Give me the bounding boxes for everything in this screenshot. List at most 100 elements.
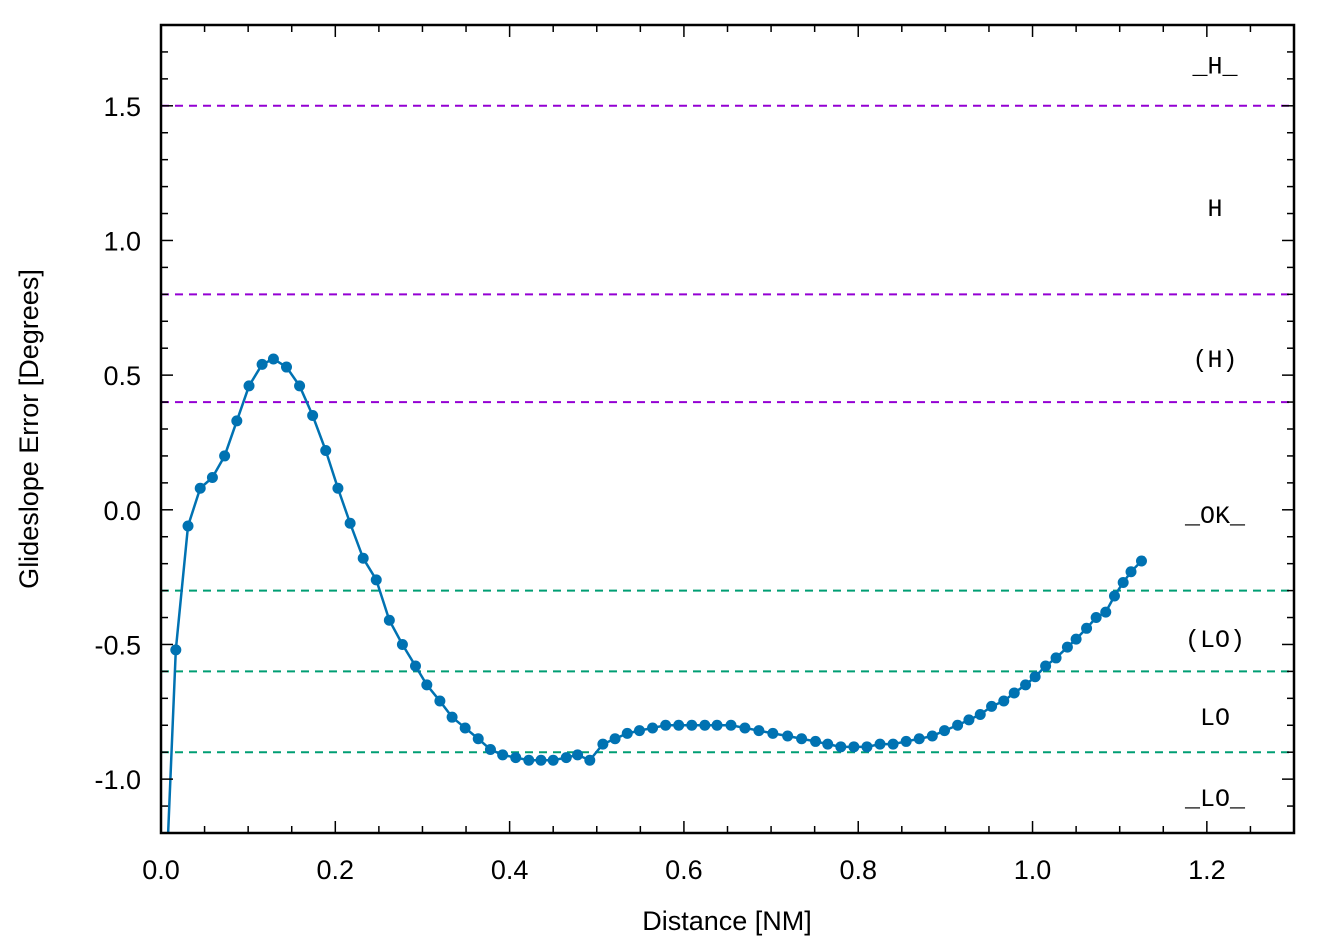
- data-point: [887, 738, 899, 750]
- data-point: [1070, 633, 1082, 645]
- data-point: [1008, 687, 1020, 699]
- y-tick-label: -0.5: [94, 630, 141, 660]
- data-point: [231, 415, 243, 427]
- data-point: [673, 719, 685, 731]
- zone-label: _H_: [1191, 52, 1238, 81]
- data-point: [1117, 577, 1129, 589]
- data-point: [434, 695, 446, 707]
- zone-label: _LO_: [1184, 785, 1246, 814]
- data-point: [294, 380, 306, 392]
- data-point: [900, 735, 912, 747]
- data-point: [939, 725, 951, 737]
- data-point: [1040, 660, 1052, 672]
- data-point: [1020, 679, 1032, 691]
- data-point: [267, 353, 279, 365]
- data-point: [1108, 590, 1120, 602]
- data-point: [370, 574, 382, 586]
- data-point: [686, 719, 698, 731]
- x-tick-label: 0.4: [491, 855, 529, 885]
- data-point: [963, 714, 975, 726]
- data-point: [810, 735, 822, 747]
- x-axis-label: Distance [NM]: [642, 906, 812, 936]
- y-tick-label: 1.5: [103, 92, 141, 122]
- data-point: [320, 445, 332, 457]
- data-point: [409, 660, 421, 672]
- data-point: [660, 719, 672, 731]
- data-point: [725, 719, 737, 731]
- data-point: [1081, 622, 1093, 634]
- zone-label: (LO): [1185, 626, 1245, 655]
- zone-label: _OK_: [1184, 502, 1246, 531]
- data-point: [446, 711, 458, 723]
- data-point: [472, 733, 484, 745]
- data-point: [1125, 566, 1137, 578]
- data-point: [307, 410, 319, 422]
- data-point: [459, 722, 471, 734]
- data-point: [383, 614, 395, 626]
- data-point: [647, 722, 659, 734]
- data-point: [484, 744, 496, 756]
- x-tick-label: 0.2: [317, 855, 355, 885]
- data-point: [560, 752, 572, 764]
- data-point: [547, 754, 559, 766]
- data-point: [344, 517, 356, 529]
- data-point: [243, 380, 255, 392]
- zone-label: H: [1207, 195, 1222, 224]
- data-point: [396, 638, 408, 650]
- data-point: [421, 679, 433, 691]
- data-point: [913, 733, 925, 745]
- data-point: [739, 722, 751, 734]
- data-point: [1135, 555, 1147, 567]
- data-point: [874, 738, 886, 750]
- y-tick-label: 0.5: [103, 361, 141, 391]
- data-point: [281, 361, 293, 373]
- data-point: [621, 727, 633, 739]
- plot-frame: [159, 23, 1296, 835]
- data-point: [219, 450, 231, 462]
- data-point: [584, 754, 596, 766]
- x-tick-label: 0.6: [665, 855, 703, 885]
- y-tick-label: 1.0: [103, 226, 141, 256]
- data-point: [848, 741, 860, 753]
- y-tick-label: -1.0: [94, 765, 141, 795]
- data-point: [974, 708, 986, 720]
- data-point: [926, 730, 938, 742]
- data-point: [170, 644, 182, 656]
- data-point: [194, 482, 206, 494]
- data-point: [952, 719, 964, 731]
- series-line: [166, 357, 1143, 833]
- data-point: [1050, 652, 1062, 664]
- x-tick-label: 0.8: [839, 855, 877, 885]
- data-point: [835, 741, 847, 753]
- data-point: [986, 700, 998, 712]
- data-point: [523, 754, 535, 766]
- data-point: [796, 733, 808, 745]
- data-point: [597, 738, 609, 750]
- x-tick-label: 1.2: [1188, 855, 1226, 885]
- data-point: [753, 725, 765, 737]
- data-point: [535, 754, 547, 766]
- data-point: [822, 738, 834, 750]
- data-point: [332, 482, 344, 494]
- x-tick-label: 1.0: [1014, 855, 1052, 885]
- data-point: [206, 471, 218, 483]
- data-point: [609, 733, 621, 745]
- data-point: [497, 749, 509, 761]
- data-point: [1090, 612, 1102, 624]
- data-point: [782, 730, 794, 742]
- data-point: [767, 727, 779, 739]
- zone-label: LO: [1200, 704, 1230, 733]
- data-point: [711, 719, 723, 731]
- data-point: [1061, 641, 1073, 653]
- data-point: [1100, 606, 1112, 618]
- data-point: [256, 358, 268, 370]
- data-point: [572, 749, 584, 761]
- zone-label: (H): [1192, 346, 1237, 375]
- data-point: [1029, 671, 1041, 683]
- data-point: [510, 752, 522, 764]
- data-point: [633, 725, 645, 737]
- y-tick-label: 0.0: [103, 496, 141, 526]
- data-point: [182, 520, 194, 532]
- data-point: [998, 695, 1010, 707]
